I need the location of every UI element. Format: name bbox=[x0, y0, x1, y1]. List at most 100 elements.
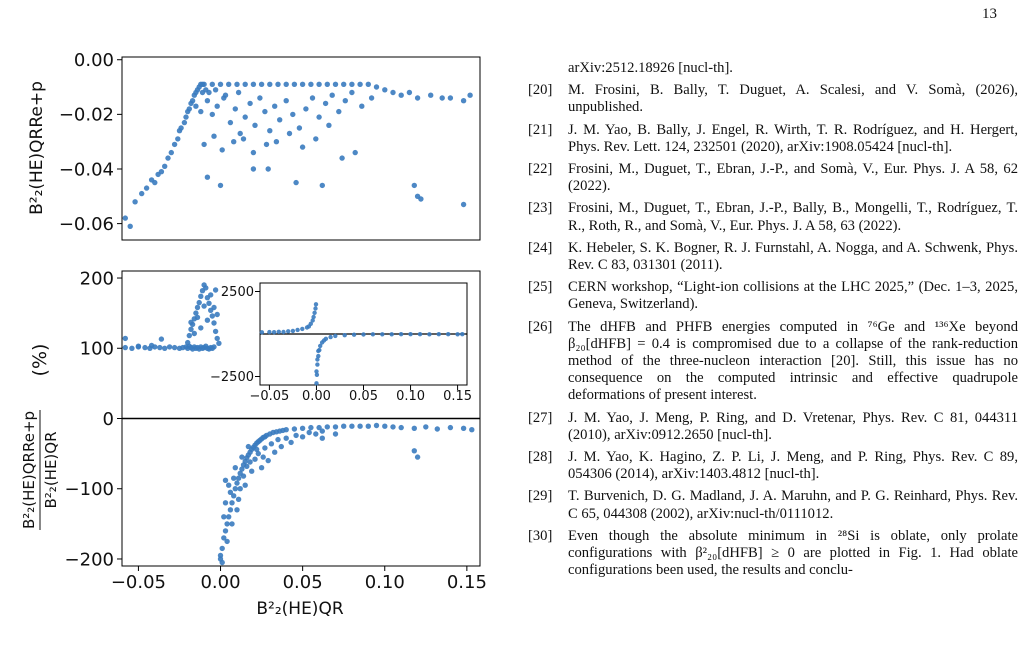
data-point bbox=[227, 507, 234, 513]
y-tick-label: −200 bbox=[65, 549, 114, 570]
reference-text: J. M. Yao, K. Hagino, Z. P. Li, J. Meng,… bbox=[568, 449, 1018, 483]
data-point bbox=[168, 149, 174, 156]
data-point bbox=[263, 141, 270, 148]
data-point bbox=[329, 92, 335, 98]
data-point bbox=[286, 130, 293, 137]
data-point bbox=[299, 434, 306, 440]
data-point bbox=[148, 342, 155, 349]
data-point bbox=[382, 423, 388, 429]
bottom-y-label: B²₂(HE)QRRe+p B²₂(HE)QR (%) bbox=[20, 344, 60, 530]
data-point bbox=[365, 423, 371, 429]
x-tick-label: 0.10 bbox=[365, 572, 405, 593]
y-tick-label: −2500 bbox=[210, 370, 254, 385]
data-point bbox=[414, 454, 421, 460]
x-tick-label: 0.05 bbox=[349, 389, 378, 404]
data-point bbox=[122, 215, 128, 221]
data-point bbox=[382, 87, 388, 93]
data-point bbox=[290, 328, 296, 334]
data-point bbox=[417, 332, 423, 337]
data-point bbox=[259, 330, 265, 335]
data-point bbox=[370, 332, 376, 337]
data-point bbox=[316, 353, 321, 359]
data-point bbox=[446, 332, 451, 337]
data-point bbox=[162, 163, 168, 169]
data-point bbox=[411, 182, 417, 189]
data-point bbox=[222, 528, 229, 534]
reference-number: [25] bbox=[528, 279, 553, 296]
data-point bbox=[326, 122, 332, 128]
data-point bbox=[414, 95, 421, 101]
data-point bbox=[319, 428, 325, 434]
data-point bbox=[313, 431, 319, 437]
y-tick-label: −0.04 bbox=[59, 159, 114, 180]
reference-text: Frosini, M., Duguet, T., Ebran, J.-P., B… bbox=[568, 200, 1018, 234]
data-point bbox=[436, 332, 441, 337]
bottom-panel: 200 100 0 −100 −200 −0.05 0.00 0.05 0.10 0.15 B²… bbox=[20, 268, 487, 619]
data-point bbox=[171, 344, 178, 351]
data-point bbox=[352, 149, 358, 156]
data-point bbox=[196, 299, 202, 306]
data-point bbox=[283, 435, 289, 441]
data-point bbox=[323, 336, 329, 341]
top-panel: 0.00 −0.02 −0.04 −0.06 B²₂(HE)QRRe+p bbox=[27, 50, 481, 241]
data-point bbox=[227, 119, 234, 126]
data-point bbox=[257, 95, 263, 101]
inset-points bbox=[259, 302, 465, 386]
data-point bbox=[152, 179, 158, 186]
data-point bbox=[342, 98, 348, 104]
reference-entry: [23] Frosini, M., Duguet, T., Ebran, J.-P… bbox=[528, 200, 1018, 234]
y-tick-label: 0 bbox=[103, 409, 114, 430]
data-point bbox=[315, 362, 320, 367]
data-point bbox=[186, 106, 192, 112]
reference-text: J. M. Yao, J. Meng, P. Ring, and D. Vret… bbox=[568, 409, 1018, 443]
data-point bbox=[193, 103, 199, 109]
x-tick-label: 0.05 bbox=[283, 572, 323, 593]
data-point bbox=[166, 344, 173, 350]
data-point bbox=[231, 493, 237, 499]
data-point bbox=[231, 139, 237, 145]
data-point bbox=[278, 443, 284, 450]
data-point bbox=[132, 199, 138, 205]
y-tick-label: 100 bbox=[80, 339, 114, 360]
reference-number: [27] bbox=[528, 409, 553, 426]
reference-text: T. Burvenich, D. G. Madland, J. A. Maruh… bbox=[568, 488, 1018, 522]
data-point bbox=[212, 87, 219, 93]
data-point bbox=[341, 423, 347, 429]
data-point bbox=[226, 514, 232, 520]
data-point bbox=[204, 317, 211, 323]
data-point bbox=[194, 314, 201, 321]
reference-text: arXiv:2512.18926 [nucl-th]. bbox=[568, 60, 733, 76]
data-point bbox=[209, 81, 215, 88]
data-point bbox=[365, 81, 371, 88]
data-point bbox=[143, 185, 150, 191]
data-point bbox=[247, 459, 253, 465]
data-point bbox=[194, 304, 201, 311]
reference-text: CERN workshop, “Light-ion collisions at … bbox=[568, 279, 1018, 313]
y-tick-label: −0.02 bbox=[59, 105, 114, 126]
data-point bbox=[139, 190, 145, 197]
data-point bbox=[229, 500, 235, 506]
data-point bbox=[308, 81, 314, 88]
reference-number: [20] bbox=[528, 82, 553, 99]
reference-entry: [29] T. Burvenich, D. G. Madland, J. A. M… bbox=[528, 488, 1018, 522]
data-point bbox=[316, 424, 322, 431]
reference-number: [30] bbox=[528, 527, 553, 544]
data-point bbox=[313, 306, 318, 311]
data-point bbox=[239, 454, 245, 460]
data-point bbox=[221, 535, 227, 541]
data-point bbox=[336, 108, 342, 115]
data-point bbox=[308, 321, 313, 326]
data-point bbox=[291, 426, 298, 432]
data-point bbox=[242, 482, 248, 488]
data-point bbox=[219, 545, 225, 552]
references-list: arXiv:2512.18926 [nucl-th]. [20] M. Frosin… bbox=[528, 60, 1018, 584]
data-point bbox=[373, 84, 380, 90]
reference-number: [24] bbox=[528, 239, 553, 256]
data-point bbox=[201, 81, 207, 88]
data-point bbox=[272, 103, 278, 109]
data-point bbox=[231, 475, 237, 481]
data-point bbox=[232, 106, 238, 112]
data-point bbox=[313, 136, 319, 142]
data-point bbox=[322, 100, 329, 107]
data-point bbox=[303, 106, 309, 112]
